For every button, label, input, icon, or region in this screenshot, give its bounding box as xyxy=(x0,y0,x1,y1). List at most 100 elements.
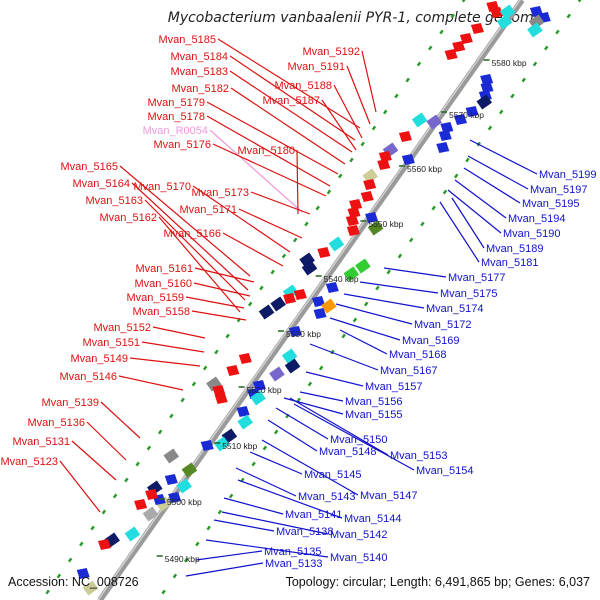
right-leader-line xyxy=(343,293,425,309)
green-tick-mark xyxy=(228,493,234,499)
green-tick-mark xyxy=(251,461,256,467)
green-tick-mark xyxy=(304,221,309,227)
green-tick-mark xyxy=(428,45,433,51)
gene-arrow xyxy=(293,289,307,300)
green-tick-mark xyxy=(135,461,140,467)
green-tick-mark xyxy=(79,541,84,547)
label-leader-lines xyxy=(59,38,538,577)
green-tick-mark xyxy=(442,189,448,195)
gene-label-right: Mvan_5155 xyxy=(345,409,403,421)
left-leader-line xyxy=(141,341,205,353)
gene-label-right: Mvan_5169 xyxy=(402,335,460,347)
gene-block xyxy=(250,390,266,406)
gene-arrow xyxy=(401,154,415,165)
left-leader-line xyxy=(185,296,245,309)
right-leader-line xyxy=(261,439,359,496)
gene-arrow xyxy=(459,33,473,44)
gene-arrow xyxy=(349,199,363,210)
right-leader-line xyxy=(267,419,318,452)
left-leader-line xyxy=(296,149,299,215)
green-tick-mark xyxy=(386,269,391,275)
right-leader-line xyxy=(467,155,529,190)
green-tick-mark xyxy=(544,45,549,51)
gene-label-right: Mvan_5190 xyxy=(503,228,561,240)
right-leader-line xyxy=(237,479,343,519)
green-tick-mark xyxy=(499,109,504,115)
gene-arrow xyxy=(365,212,379,223)
green-tick-mark xyxy=(487,125,493,131)
gene-label-left: Mvan_R0054 xyxy=(143,125,208,137)
gene-label-right: Mvan_5199 xyxy=(539,169,597,181)
gene-label-right: Mvan_5194 xyxy=(508,213,566,225)
gene-label-left: Mvan_5149 xyxy=(71,353,129,365)
green-tick-mark xyxy=(67,557,73,563)
green-tick-mark xyxy=(90,525,95,531)
left-leader-line xyxy=(217,38,361,129)
left-leader-line xyxy=(346,65,371,125)
gene-label-right: Mvan_5144 xyxy=(344,513,402,525)
gene-label-left: Mvan_5184 xyxy=(171,51,229,63)
gene-label-left: Mvan_5136 xyxy=(28,417,86,429)
gene-block xyxy=(476,94,493,110)
gene-arrow xyxy=(454,114,468,125)
right-leader-line xyxy=(223,497,284,515)
gene-block xyxy=(281,348,298,364)
left-leader-line xyxy=(361,50,377,113)
gene-block xyxy=(426,114,442,130)
gene-arrow xyxy=(288,326,302,337)
gene-label-left: Mvan_5183 xyxy=(171,66,229,78)
gene-label-right: Mvan_5175 xyxy=(440,288,498,300)
left-leader-line xyxy=(86,421,127,461)
gene-arrow xyxy=(346,225,360,236)
gene-block xyxy=(142,506,159,522)
left-leader-line xyxy=(238,208,303,239)
gene-arrow xyxy=(226,365,240,376)
gene-label-right: Mvan_5195 xyxy=(522,198,580,210)
right-leader-line xyxy=(289,397,389,456)
green-tick-mark xyxy=(521,77,526,83)
green-tick-mark xyxy=(532,61,538,67)
green-tick-mark xyxy=(416,61,422,67)
gene-arrow xyxy=(436,142,450,153)
gene-block xyxy=(237,414,253,430)
left-leader-line xyxy=(100,401,141,439)
green-tick-mark xyxy=(408,237,414,243)
right-leader-line xyxy=(329,317,401,341)
green-tick-mark xyxy=(217,509,223,515)
green-tick-mark xyxy=(360,141,365,147)
gene-block xyxy=(411,112,428,128)
gene-label-right: Mvan_5143 xyxy=(298,491,356,503)
gene-label-left: Mvan_5192 xyxy=(303,46,361,58)
gene-label-left: Mvan_5159 xyxy=(127,292,185,304)
green-tick-mark xyxy=(315,205,320,211)
gene-label-left: Mvan_5162 xyxy=(100,212,158,224)
gene-label-right: Mvan_5189 xyxy=(486,243,544,255)
gene-block xyxy=(328,236,345,252)
gene-label-left: Mvan_5178 xyxy=(148,111,206,123)
gene-arrow xyxy=(444,49,458,60)
gene-label-right: Mvan_5157 xyxy=(365,381,423,393)
green-tick-mark xyxy=(183,557,189,563)
right-leader-line xyxy=(439,201,480,263)
gene-label-right: Mvan_5156 xyxy=(345,396,403,408)
left-leader-line xyxy=(229,55,356,141)
green-tick-mark xyxy=(352,317,358,323)
left-leader-line xyxy=(158,216,241,313)
gene-label-right: Mvan_5154 xyxy=(416,465,474,477)
right-leader-line xyxy=(195,550,263,561)
green-tick-mark xyxy=(383,109,388,115)
right-leader-line xyxy=(185,562,264,577)
gene-arrow xyxy=(452,41,466,52)
green-tick-mark xyxy=(262,445,268,451)
green-tick-mark xyxy=(180,397,185,403)
green-tick-mark xyxy=(307,381,313,387)
kbp-label: 5500 kbp xyxy=(167,497,202,507)
left-leader-line xyxy=(129,357,201,367)
gene-label-left: Mvan_5187 xyxy=(263,95,321,107)
left-leader-line xyxy=(193,282,251,297)
gene-block xyxy=(258,304,275,320)
gene-arrow xyxy=(398,131,412,142)
gene-arrow xyxy=(325,282,339,293)
gene-arrow xyxy=(238,353,252,364)
green-tick-mark xyxy=(341,333,346,339)
